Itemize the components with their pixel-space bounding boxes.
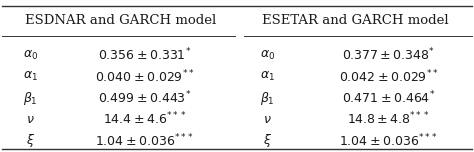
Text: $\nu$: $\nu$ <box>27 113 35 126</box>
Text: $\beta_1$: $\beta_1$ <box>260 90 275 107</box>
Text: $\alpha_1$: $\alpha_1$ <box>23 70 38 83</box>
Text: $\xi$: $\xi$ <box>263 132 273 149</box>
Text: $1.04 \pm 0.036^{***}$: $1.04 \pm 0.036^{***}$ <box>95 132 194 149</box>
Text: $14.8 \pm 4.8^{***}$: $14.8 \pm 4.8^{***}$ <box>347 111 430 128</box>
Text: $\alpha_0$: $\alpha_0$ <box>23 49 38 62</box>
Text: $0.042 \pm 0.029^{**}$: $0.042 \pm 0.029^{**}$ <box>339 68 438 85</box>
Text: $0.377 \pm 0.348^{*}$: $0.377 \pm 0.348^{*}$ <box>342 47 435 64</box>
Text: $\alpha_1$: $\alpha_1$ <box>260 70 275 83</box>
Text: $\alpha_0$: $\alpha_0$ <box>260 49 275 62</box>
Text: $\beta_1$: $\beta_1$ <box>23 90 38 107</box>
Text: ESDNAR and GARCH model: ESDNAR and GARCH model <box>25 14 217 27</box>
Text: $1.04 \pm 0.036^{***}$: $1.04 \pm 0.036^{***}$ <box>339 132 438 149</box>
Text: $0.471 \pm 0.464^{*}$: $0.471 \pm 0.464^{*}$ <box>342 90 435 106</box>
Text: $0.356 \pm 0.331^{*}$: $0.356 \pm 0.331^{*}$ <box>98 47 191 64</box>
Text: $\xi$: $\xi$ <box>26 132 36 149</box>
Text: $\nu$: $\nu$ <box>264 113 272 126</box>
Text: $14.4 \pm 4.6^{***}$: $14.4 \pm 4.6^{***}$ <box>103 111 186 128</box>
Text: $0.499 \pm 0.443^{*}$: $0.499 \pm 0.443^{*}$ <box>98 90 191 106</box>
Text: $0.040 \pm 0.029^{**}$: $0.040 \pm 0.029^{**}$ <box>95 68 194 85</box>
Text: ESETAR and GARCH model: ESETAR and GARCH model <box>262 14 449 27</box>
